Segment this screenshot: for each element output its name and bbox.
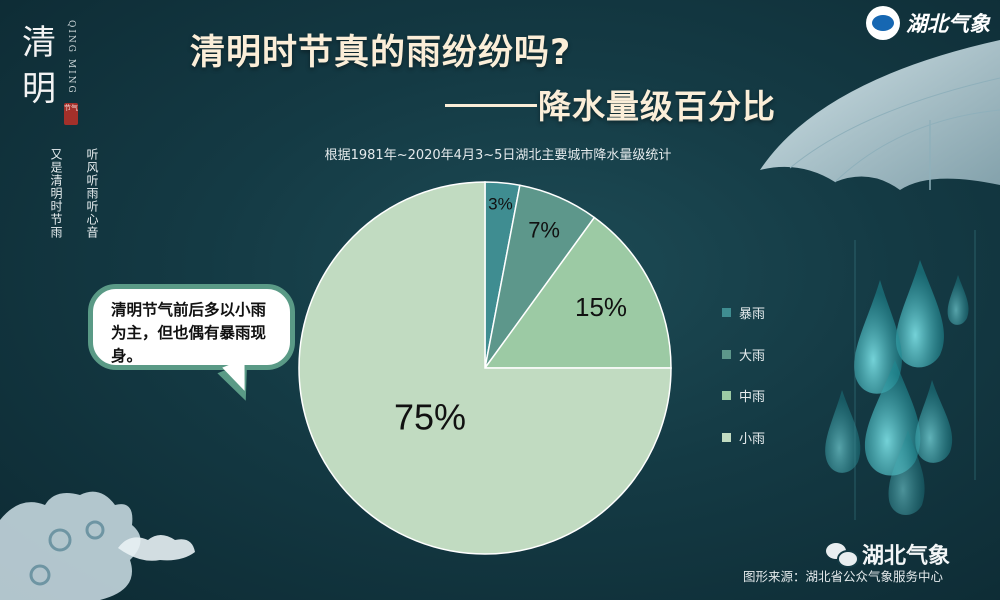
page-title: 清明时节真的雨纷纷吗?: [190, 33, 572, 73]
brand-header: 湖北气象: [866, 6, 990, 40]
vertical-title-char: 清: [22, 23, 56, 63]
pie-data-label: 15%: [575, 292, 627, 322]
cloud-decor: [0, 491, 195, 600]
poem-line-2: 又是清明时节雨: [49, 148, 63, 239]
page-subtitle: 降水量级百分比: [538, 87, 776, 126]
legend-item: 中雨: [722, 375, 765, 417]
raindrops-decor: [825, 230, 976, 520]
legend-label: 大雨: [739, 348, 766, 364]
subtitle-dash: [445, 104, 537, 107]
seal-stamp: 节气: [64, 103, 78, 125]
legend-swatch: [722, 432, 731, 442]
legend-label: 小雨: [739, 431, 766, 447]
pie-data-label: 3%: [488, 195, 513, 214]
pinyin-label: QING MING: [66, 20, 76, 95]
brand-logo-icon: [866, 6, 900, 40]
callout-text: 清明节气前后多以小雨为主，但也偶有暴雨现身。: [111, 300, 267, 365]
wechat-icon: [826, 541, 859, 568]
pie-data-label: 7%: [528, 217, 560, 242]
pie-data-label: 75%: [394, 397, 466, 438]
umbrella-icon: [760, 40, 1000, 190]
legend-item: 暴雨: [722, 292, 765, 334]
vertical-title-char: 明: [22, 69, 56, 109]
legend-label: 暴雨: [739, 307, 766, 323]
legend-swatch: [722, 349, 731, 359]
legend-item: 大雨: [722, 334, 765, 376]
legend-item: 小雨: [722, 417, 765, 459]
chart-source-note: 根据1981年~2020年4月3~5日湖北主要城市降水量级统计: [324, 148, 672, 163]
chart-legend: 暴雨 大雨 中雨 小雨: [722, 292, 765, 458]
poem-line-1: 听风听雨听心音: [85, 148, 99, 239]
legend-label: 中雨: [739, 390, 766, 406]
wechat-badge: 湖北气象: [826, 538, 950, 570]
callout-bubble: 清明节气前后多以小雨为主，但也偶有暴雨现身。: [88, 284, 295, 370]
legend-swatch: [722, 308, 731, 318]
wechat-name: 湖北气象: [862, 544, 951, 569]
brand-name: 湖北气象: [906, 12, 990, 36]
pie-slice-4: [298, 181, 672, 555]
legend-swatch: [722, 391, 731, 401]
figure-source: 图形来源：湖北省公众气象服务中心: [743, 569, 944, 584]
vertical-title: 清 明: [22, 20, 56, 112]
pie-slice-3: [483, 216, 672, 369]
